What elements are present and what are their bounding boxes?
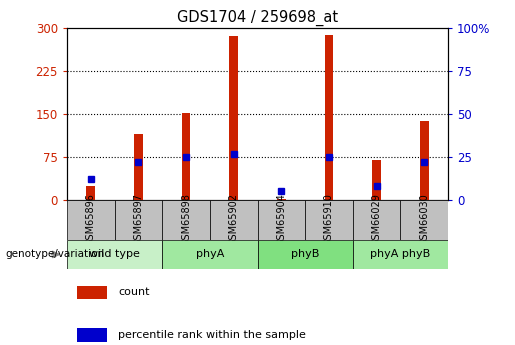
- Text: phyB: phyB: [291, 249, 319, 259]
- Text: GSM65904: GSM65904: [277, 194, 286, 246]
- Text: GSM65896: GSM65896: [86, 194, 96, 246]
- Bar: [134, 134, 143, 200]
- Bar: [182, 113, 191, 200]
- Text: GSM66030: GSM66030: [419, 194, 429, 246]
- Text: genotype/variation: genotype/variation: [5, 249, 104, 259]
- Bar: [162, 240, 258, 269]
- Bar: [353, 240, 448, 269]
- Text: phyA: phyA: [196, 249, 224, 259]
- Bar: [67, 240, 162, 269]
- Bar: [258, 240, 353, 269]
- Text: GSM65898: GSM65898: [181, 194, 191, 246]
- Bar: [353, 200, 401, 240]
- Bar: [210, 200, 258, 240]
- Bar: [114, 200, 162, 240]
- Bar: [258, 200, 305, 240]
- Bar: [305, 200, 353, 240]
- Bar: [420, 121, 428, 200]
- Text: GSM65902: GSM65902: [229, 194, 238, 246]
- Text: GSM65910: GSM65910: [324, 194, 334, 246]
- Bar: [372, 160, 381, 200]
- Text: count: count: [118, 287, 149, 297]
- Bar: [401, 200, 448, 240]
- Bar: [277, 199, 286, 200]
- Bar: [77, 328, 107, 342]
- Text: percentile rank within the sample: percentile rank within the sample: [118, 330, 306, 340]
- Bar: [67, 200, 115, 240]
- Text: GSM66029: GSM66029: [372, 194, 382, 246]
- Bar: [229, 36, 238, 200]
- Text: wild type: wild type: [89, 249, 140, 259]
- Bar: [324, 35, 333, 200]
- Text: GSM65897: GSM65897: [133, 194, 143, 246]
- Text: phyA phyB: phyA phyB: [370, 249, 431, 259]
- Title: GDS1704 / 259698_at: GDS1704 / 259698_at: [177, 10, 338, 26]
- Bar: [162, 200, 210, 240]
- Bar: [87, 186, 95, 200]
- Bar: [77, 286, 107, 299]
